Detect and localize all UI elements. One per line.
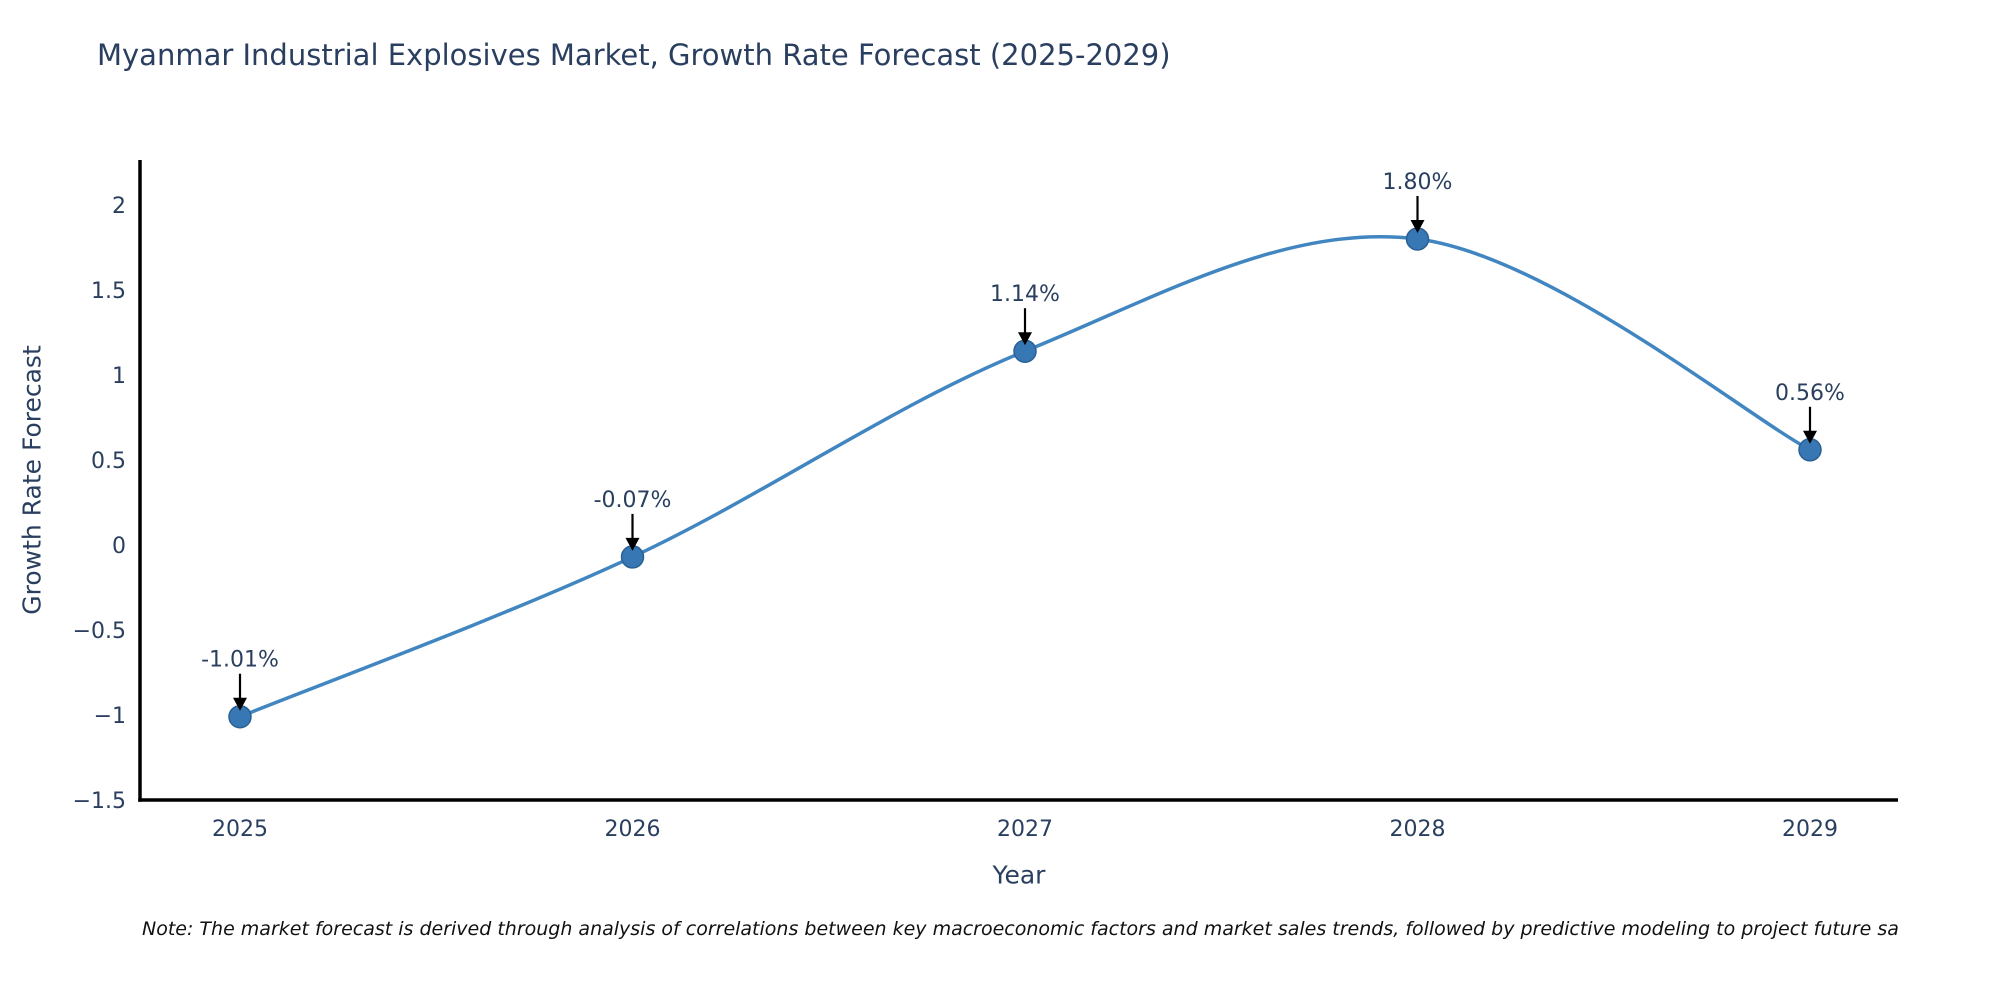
y-tick-label: −0.5 (73, 619, 126, 644)
y-tick-label: 2 (112, 194, 126, 219)
y-tick-label: 1.5 (91, 279, 126, 304)
y-tick-label: −1 (94, 704, 126, 729)
annotation-arrow-head (1803, 430, 1817, 444)
y-tick-label: 0 (112, 534, 126, 559)
y-tick-label: −1.5 (73, 789, 126, 814)
footnote: Note: The market forecast is derived thr… (142, 918, 1899, 940)
annotation-arrow-head (1018, 332, 1032, 346)
y-tick-label: 1 (112, 364, 126, 389)
x-tick-label: 2027 (997, 817, 1053, 842)
annotation-arrow-head (233, 697, 247, 711)
x-tick-label: 2025 (212, 817, 268, 842)
point-label: 0.56% (1775, 381, 1845, 406)
y-tick-label: 0.5 (91, 449, 126, 474)
point-label: -0.07% (594, 488, 672, 513)
x-axis-title: Year (992, 860, 1046, 890)
annotation-arrow-head (1410, 220, 1425, 233)
x-tick-label: 2029 (1782, 817, 1838, 842)
x-tick-label: 2026 (605, 817, 661, 842)
point-label: -1.01% (201, 648, 279, 673)
chart-title: Myanmar Industrial Explosives Market, Gr… (97, 38, 1171, 72)
x-tick-label: 2028 (1390, 817, 1446, 842)
annotation-arrow-head (625, 537, 640, 551)
point-label: 1.14% (990, 282, 1060, 307)
point-label: 1.80% (1383, 170, 1453, 195)
